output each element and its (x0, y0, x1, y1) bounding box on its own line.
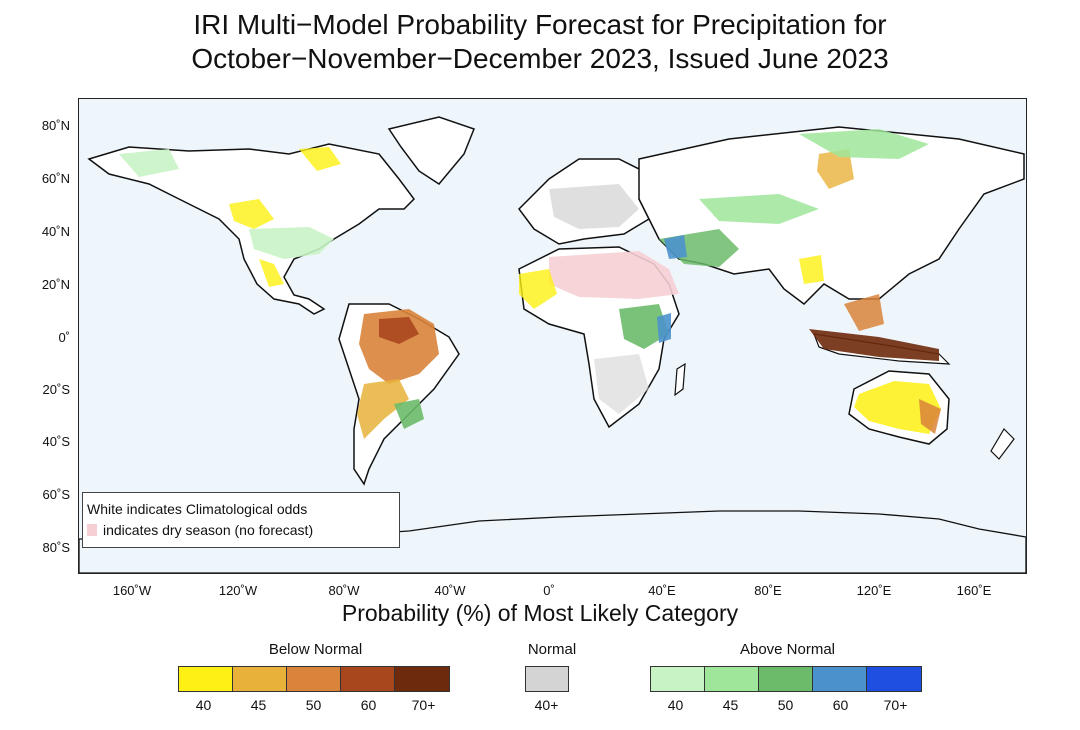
map-canvas (79, 116, 1026, 573)
land-madagascar (674, 362, 686, 397)
below-swatch-50 (287, 667, 341, 691)
lon-label-40e: 40˚E (648, 583, 676, 598)
normal-swatch-40 (526, 667, 568, 691)
above-tick: 40 (667, 697, 684, 713)
below-normal-siberia (817, 149, 854, 189)
above-normal-east-africa (619, 304, 669, 349)
above-tick: 45 (722, 697, 739, 713)
lon-label-80e: 80˚E (754, 583, 782, 598)
below-normal-canada-arctic (299, 147, 341, 171)
above-normal-alaska (119, 149, 179, 177)
chart-title-line-1: IRI Multi−Model Probability Forecast for… (193, 9, 887, 40)
lat-label-60s: 60˚S (42, 487, 70, 502)
below-normal-indonesia (809, 329, 939, 361)
lon-label-160e: 160˚E (956, 583, 992, 598)
below-swatch-45 (233, 667, 287, 691)
normal-europe (549, 184, 639, 229)
below-swatch-70 (395, 667, 449, 691)
below-normal-australia-east (919, 399, 941, 434)
land-greenland (387, 116, 475, 185)
land-new-zealand (990, 428, 1015, 460)
below-normal-south-china (799, 255, 824, 284)
lat-label-40n: 40˚N (41, 224, 70, 239)
above-normal-central-asia (699, 194, 819, 224)
lat-label-80n: 80˚N (41, 118, 70, 133)
map-legend-box: White indicates Climatological odds indi… (82, 492, 400, 548)
colorbar-title: Probability (%) of Most Likely Category (341, 600, 739, 626)
lon-label-40w: 40˚W (434, 583, 466, 598)
normal-southern-africa (594, 354, 649, 414)
lon-label-0: 0˚ (543, 583, 555, 598)
dry-season-sahara (549, 251, 679, 299)
lon-label-80w: 80˚W (328, 583, 360, 598)
above-swatch-40 (651, 667, 705, 691)
below-normal-borneo (844, 294, 884, 331)
below-normal-ticks: 40 45 50 60 70+ (176, 697, 451, 713)
above-normal-east-africa-coast (657, 313, 671, 343)
normal-ticks: 40+ (519, 697, 574, 713)
lat-label-0: 0˚ (58, 330, 70, 345)
lon-label-120e: 120˚E (856, 583, 892, 598)
lon-label-120w: 120˚W (218, 583, 258, 598)
below-normal-label: Below Normal (268, 641, 363, 658)
below-swatch-60 (341, 667, 395, 691)
lat-label-80s: 80˚S (42, 540, 70, 555)
land-antarctica (79, 510, 1026, 573)
above-normal-brazil-south (394, 399, 424, 429)
above-normal-label: Above Normal (739, 641, 836, 658)
above-normal-north-america (249, 227, 334, 259)
below-tick: 70+ (411, 697, 436, 713)
below-normal-south-america (357, 379, 409, 439)
legend-dry-season-text: indicates dry season (no forecast) (103, 522, 314, 538)
normal-label: Normal (527, 641, 577, 658)
above-swatch-60 (813, 667, 867, 691)
normal-tick: 40+ (534, 697, 559, 713)
above-tick: 50 (777, 697, 794, 713)
dry-season-swatch (87, 524, 97, 536)
below-tick: 50 (305, 697, 322, 713)
above-normal-siberia-north (799, 129, 929, 159)
above-swatch-50 (759, 667, 813, 691)
below-swatch-40 (179, 667, 233, 691)
lon-label-160w: 160˚W (112, 583, 152, 598)
above-swatch-45 (705, 667, 759, 691)
lat-label-20s: 20˚S (42, 382, 70, 397)
below-normal-australia (854, 381, 941, 434)
below-normal-west-africa (519, 269, 557, 309)
above-normal-iran (664, 235, 687, 259)
lat-label-20n: 20˚N (41, 277, 70, 292)
below-normal-canada (229, 199, 274, 229)
chart-title-line-2: October−November−December 2023, Issued J… (191, 43, 889, 74)
below-normal-colorbar (178, 666, 450, 692)
above-tick: 70+ (883, 697, 908, 713)
below-tick: 60 (360, 697, 377, 713)
legend-climatology-text: White indicates Climatological odds (87, 501, 308, 517)
below-tick: 45 (250, 697, 267, 713)
below-tick: 40 (195, 697, 212, 713)
normal-colorbar (525, 666, 569, 692)
lat-label-60n: 60˚N (41, 171, 70, 186)
above-tick: 60 (832, 697, 849, 713)
above-normal-colorbar (650, 666, 922, 692)
above-normal-ticks: 40 45 50 60 70+ (648, 697, 923, 713)
below-normal-amazon-core (379, 317, 419, 344)
above-swatch-70 (867, 667, 921, 691)
below-normal-central-america (259, 259, 284, 287)
lat-label-40s: 40˚S (42, 434, 70, 449)
